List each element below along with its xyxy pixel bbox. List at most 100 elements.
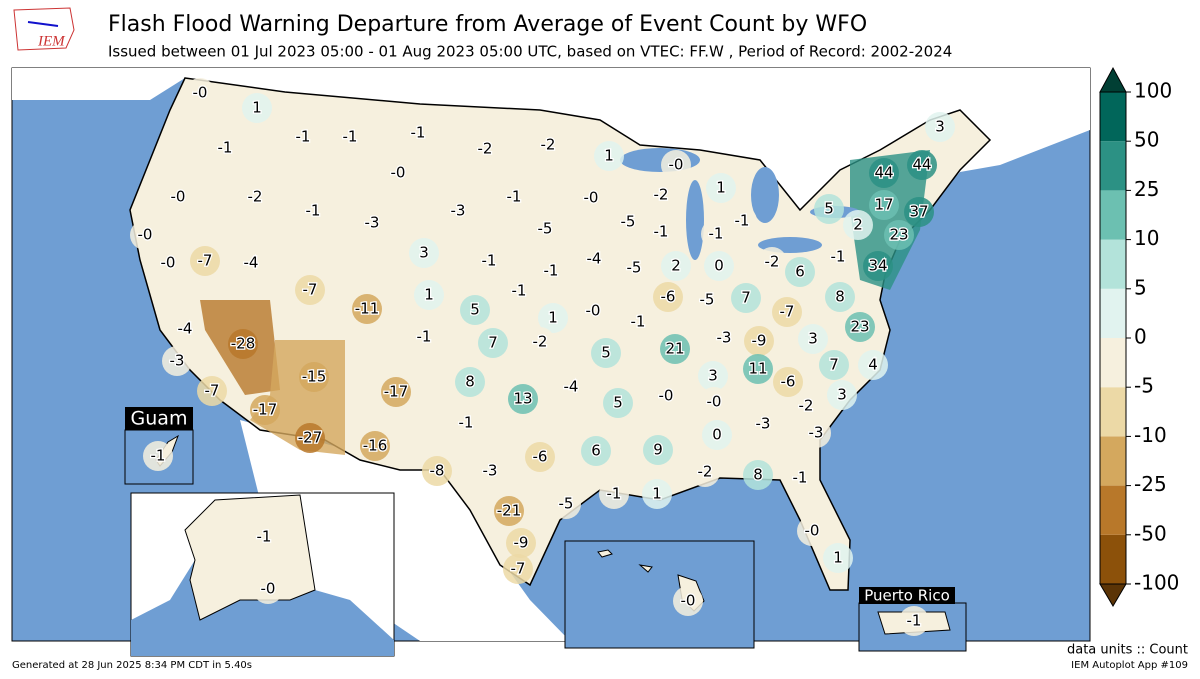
wfo-shade — [551, 489, 581, 519]
guam-label: Guam — [131, 408, 188, 430]
wfo-shade — [704, 251, 734, 281]
wfo-shade — [579, 244, 609, 274]
colorbar-tick-label: 5 — [1134, 275, 1147, 299]
wfo-label: -1 — [257, 528, 272, 546]
wfo-shade — [470, 134, 500, 164]
wfo-shade — [643, 435, 673, 465]
wfo-label: -2 — [478, 140, 493, 158]
wfo-label: 37 — [909, 203, 928, 221]
subtitle: Issued between 01 Jul 2023 05:00 - 01 Au… — [108, 43, 952, 61]
wfo-shade — [475, 456, 505, 486]
wfo-shade — [383, 158, 413, 188]
wfo-shade — [581, 436, 611, 466]
wfo-label: -2 — [248, 188, 263, 206]
wfo-label: -0 — [161, 254, 176, 272]
wfo-shade — [499, 182, 529, 212]
colorbar-bin — [1100, 436, 1126, 486]
colorbar-tick-label: -5 — [1134, 374, 1154, 398]
wfo-label: -1 — [417, 328, 432, 346]
wfo-label: -1 — [735, 212, 750, 230]
wfo-label: 13 — [513, 390, 532, 408]
wfo-label: -5 — [621, 213, 636, 231]
wfo-label: -7 — [205, 382, 220, 400]
wfo-label: 2 — [853, 216, 863, 234]
wfo-label: -2 — [541, 136, 556, 154]
wfo-label: -6 — [781, 373, 796, 391]
colorbar-bin — [1100, 534, 1126, 584]
colorbar-bin — [1100, 92, 1126, 142]
wfo-label: 1 — [604, 147, 614, 165]
wfo-label: -5 — [627, 259, 642, 277]
colorbar-tick-label: -50 — [1134, 521, 1167, 545]
wfo-shade — [785, 257, 815, 287]
wfo-label: -3 — [170, 352, 185, 370]
wfo-label: -4 — [178, 320, 193, 338]
wfo-label: 1 — [652, 485, 662, 503]
wfo-shade — [525, 327, 555, 357]
wfo-shade — [525, 442, 555, 472]
wfo-shade — [843, 210, 873, 240]
wfo-shade — [288, 122, 318, 152]
wfo-label: 5 — [601, 344, 611, 362]
generated: Generated at 28 Jun 2025 8:34 PM CDT in … — [12, 660, 252, 671]
wfo-shade — [403, 118, 433, 148]
wfo-shade — [451, 408, 481, 438]
wfo-label: -21 — [497, 502, 522, 520]
wfo-shade — [299, 362, 329, 392]
wfo-shade — [185, 78, 215, 108]
mexico — [240, 420, 570, 641]
colorbar-bin — [1100, 190, 1126, 240]
wfo-label: 7 — [488, 334, 498, 352]
wfo-label: -1 — [459, 414, 474, 432]
wfo-label: -0 — [805, 522, 820, 540]
lake — [751, 167, 779, 223]
wfo-shade — [743, 354, 773, 384]
wfo-shade — [706, 173, 736, 203]
wfo-shade — [653, 282, 683, 312]
wfo-label: -0 — [261, 580, 276, 598]
wfo-label: -1 — [907, 612, 922, 630]
wfo-shade — [904, 197, 934, 227]
wfo-label: -1 — [512, 282, 527, 300]
colorbar-bin — [1100, 387, 1126, 437]
wfo-label: 3 — [837, 386, 847, 404]
wfo-shade — [210, 133, 240, 163]
wfo-shade — [352, 294, 382, 324]
wfo-label: 0 — [712, 426, 722, 444]
colorbar-tick-label: 25 — [1134, 177, 1159, 201]
wfo-shade — [170, 314, 200, 344]
lake — [686, 180, 704, 260]
wfo-label: 9 — [653, 441, 663, 459]
wfo-label: -0 — [584, 189, 599, 207]
wfo-shade — [801, 418, 831, 448]
wfo-shade — [153, 248, 183, 278]
colorbar-bin — [1100, 288, 1126, 338]
wfo-label: -1 — [343, 128, 358, 146]
logo-text: IEM — [37, 33, 66, 49]
wfo-shade — [357, 208, 387, 238]
wfo-shade — [623, 307, 653, 337]
wfo-label: 44 — [912, 156, 931, 174]
wfo-label: -1 — [709, 225, 724, 243]
wfo-shade — [253, 574, 283, 604]
wfo-shade — [360, 431, 390, 461]
colorbar-bin — [1100, 338, 1126, 388]
wfo-label: -0 — [138, 226, 153, 244]
wfo-label: 6 — [591, 442, 601, 460]
wfo-shade — [422, 456, 452, 486]
wfo-shade — [661, 251, 691, 281]
wfo-label: 21 — [665, 340, 684, 358]
wfo-label: 5 — [470, 301, 480, 319]
wfo-label: -2 — [698, 463, 713, 481]
wfo-label: 3 — [808, 330, 818, 348]
wfo-label: -5 — [538, 220, 553, 238]
wfo-shade — [197, 376, 227, 406]
wfo-label: -2 — [654, 186, 669, 204]
wfo-label: -7 — [511, 560, 526, 578]
wfo-shade — [494, 496, 524, 526]
colorbar-extend — [1099, 583, 1127, 607]
wfo-shade — [748, 409, 778, 439]
wfo-label: -1 — [482, 252, 497, 270]
colorbar-tick-label: 100 — [1134, 79, 1172, 103]
